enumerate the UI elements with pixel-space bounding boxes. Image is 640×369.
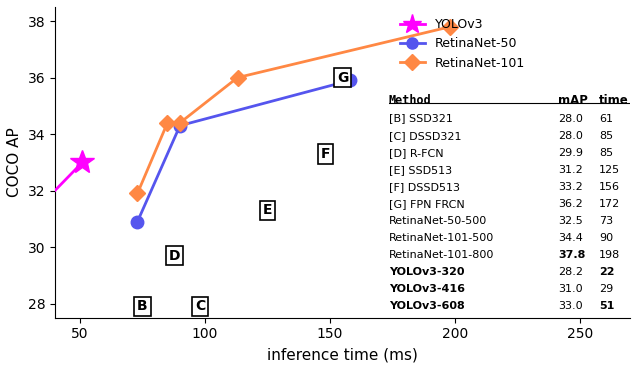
Text: B: B [137, 300, 148, 314]
RetinaNet-101 [234, 75, 241, 80]
Text: E: E [263, 203, 272, 217]
RetinaNet-50 [176, 123, 184, 128]
RetinaNet-101 [134, 191, 141, 196]
Text: F: F [321, 147, 330, 161]
Line: YOLOv3: YOLOv3 [0, 150, 95, 310]
Text: C: C [195, 300, 205, 314]
Line: RetinaNet-50: RetinaNet-50 [131, 74, 356, 228]
RetinaNet-101 [176, 121, 184, 125]
Line: RetinaNet-101: RetinaNet-101 [132, 21, 456, 199]
RetinaNet-50 [134, 220, 141, 224]
Legend: YOLOv3, RetinaNet-50, RetinaNet-101: YOLOv3, RetinaNet-50, RetinaNet-101 [395, 13, 530, 75]
RetinaNet-50 [346, 78, 354, 83]
Text: D: D [169, 249, 180, 263]
YOLOv3 [79, 160, 86, 165]
RetinaNet-101 [164, 121, 172, 125]
Text: G: G [337, 70, 348, 85]
YOLOv3 [24, 217, 31, 221]
X-axis label: inference time (ms): inference time (ms) [267, 347, 418, 362]
Y-axis label: COCO AP: COCO AP [7, 127, 22, 197]
RetinaNet-101 [446, 24, 454, 29]
YOLOv3 [6, 296, 13, 300]
